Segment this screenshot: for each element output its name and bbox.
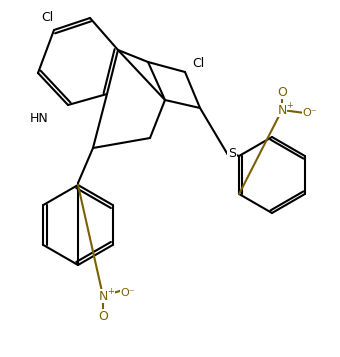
Text: HN: HN [29, 111, 48, 125]
Text: Cl: Cl [41, 10, 53, 24]
Text: +: + [107, 287, 115, 296]
Text: Cl: Cl [192, 56, 204, 70]
Text: +: + [287, 101, 293, 110]
Text: N: N [277, 104, 287, 116]
Text: O⁻: O⁻ [303, 108, 317, 118]
Text: O: O [277, 85, 287, 99]
Text: N: N [98, 290, 108, 302]
Text: S: S [228, 146, 236, 160]
Text: O⁻: O⁻ [121, 288, 135, 298]
Text: O: O [98, 310, 108, 322]
